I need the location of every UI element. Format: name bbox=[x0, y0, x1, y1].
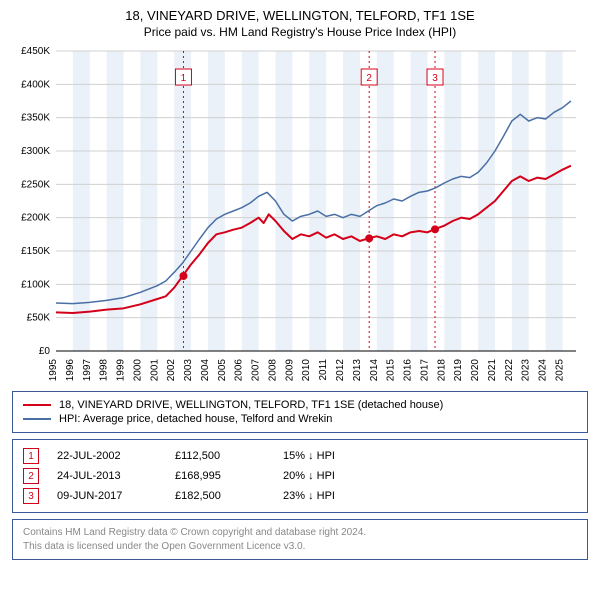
svg-text:1: 1 bbox=[181, 73, 187, 84]
svg-text:1995: 1995 bbox=[48, 359, 59, 382]
svg-text:2012: 2012 bbox=[335, 359, 346, 382]
svg-text:£0: £0 bbox=[39, 346, 51, 357]
attribution-line: Contains HM Land Registry data © Crown c… bbox=[23, 526, 577, 540]
sale-price: £168,995 bbox=[175, 470, 265, 482]
svg-text:2019: 2019 bbox=[453, 359, 464, 382]
chart-title-block: 18, VINEYARD DRIVE, WELLINGTON, TELFORD,… bbox=[8, 8, 592, 39]
svg-text:£450K: £450K bbox=[21, 46, 50, 57]
svg-text:2008: 2008 bbox=[267, 359, 278, 382]
svg-text:2003: 2003 bbox=[183, 359, 194, 382]
svg-text:£200K: £200K bbox=[21, 213, 50, 224]
svg-text:£300K: £300K bbox=[21, 146, 50, 157]
svg-text:£100K: £100K bbox=[21, 279, 50, 290]
sale-price: £182,500 bbox=[175, 490, 265, 502]
svg-text:1999: 1999 bbox=[116, 359, 127, 382]
legend-swatch bbox=[23, 404, 51, 406]
price-chart: £0 £50K £100K £150K £200K £250K £300K £350K £400… bbox=[8, 43, 592, 383]
svg-text:2002: 2002 bbox=[166, 359, 177, 382]
svg-text:£50K: £50K bbox=[27, 313, 51, 324]
svg-text:2009: 2009 bbox=[284, 359, 295, 382]
svg-text:2022: 2022 bbox=[504, 359, 515, 382]
svg-text:2000: 2000 bbox=[132, 359, 143, 382]
sale-date: 09-JUN-2017 bbox=[57, 490, 157, 502]
svg-text:2011: 2011 bbox=[318, 359, 329, 381]
svg-text:£250K: £250K bbox=[21, 179, 50, 190]
legend-item: 18, VINEYARD DRIVE, WELLINGTON, TELFORD,… bbox=[23, 398, 577, 412]
svg-text:2017: 2017 bbox=[419, 359, 430, 382]
svg-text:2025: 2025 bbox=[554, 359, 565, 382]
svg-text:2018: 2018 bbox=[436, 359, 447, 382]
svg-text:1997: 1997 bbox=[82, 359, 93, 382]
svg-text:£150K: £150K bbox=[21, 246, 50, 257]
svg-text:3: 3 bbox=[432, 73, 438, 84]
svg-text:2015: 2015 bbox=[386, 359, 397, 382]
chart-title: 18, VINEYARD DRIVE, WELLINGTON, TELFORD,… bbox=[8, 8, 592, 23]
sale-date: 24-JUL-2013 bbox=[57, 470, 157, 482]
attribution-line: This data is licensed under the Open Gov… bbox=[23, 540, 577, 554]
svg-text:2004: 2004 bbox=[200, 359, 211, 382]
svg-text:2021: 2021 bbox=[487, 359, 498, 382]
chart-subtitle: Price paid vs. HM Land Registry's House … bbox=[8, 25, 592, 39]
legend: 18, VINEYARD DRIVE, WELLINGTON, TELFORD,… bbox=[12, 391, 588, 433]
sale-row: 3 09-JUN-2017 £182,500 23% ↓ HPI bbox=[23, 486, 577, 506]
svg-text:£350K: £350K bbox=[21, 113, 50, 124]
svg-text:2: 2 bbox=[366, 73, 372, 84]
svg-text:2013: 2013 bbox=[352, 359, 363, 382]
legend-swatch bbox=[23, 418, 51, 420]
svg-text:2001: 2001 bbox=[149, 359, 160, 382]
legend-label: 18, VINEYARD DRIVE, WELLINGTON, TELFORD,… bbox=[59, 399, 443, 411]
svg-text:2007: 2007 bbox=[251, 359, 262, 382]
svg-text:2010: 2010 bbox=[301, 359, 312, 382]
svg-text:1996: 1996 bbox=[65, 359, 76, 382]
data-attribution: Contains HM Land Registry data © Crown c… bbox=[12, 519, 588, 560]
svg-text:1998: 1998 bbox=[99, 359, 110, 382]
sales-table: 1 22-JUL-2002 £112,500 15% ↓ HPI 2 24-JUL-201… bbox=[12, 439, 588, 513]
sale-row: 2 24-JUL-2013 £168,995 20% ↓ HPI bbox=[23, 466, 577, 486]
sale-date: 22-JUL-2002 bbox=[57, 450, 157, 462]
svg-text:2023: 2023 bbox=[521, 359, 532, 382]
svg-text:2006: 2006 bbox=[234, 359, 245, 382]
svg-text:2014: 2014 bbox=[369, 359, 380, 382]
sale-price: £112,500 bbox=[175, 450, 265, 462]
legend-label: HPI: Average price, detached house, Telf… bbox=[59, 413, 332, 425]
svg-text:£400K: £400K bbox=[21, 79, 50, 90]
sale-hpi-diff: 15% ↓ HPI bbox=[283, 450, 335, 462]
sale-hpi-diff: 20% ↓ HPI bbox=[283, 470, 335, 482]
chart-area: £0 £50K £100K £150K £200K £250K £300K £350K £400… bbox=[8, 43, 592, 383]
svg-text:2005: 2005 bbox=[217, 359, 228, 382]
svg-text:2020: 2020 bbox=[470, 359, 481, 382]
svg-text:2016: 2016 bbox=[403, 359, 414, 382]
sale-hpi-diff: 23% ↓ HPI bbox=[283, 490, 335, 502]
sale-marker-badge: 3 bbox=[23, 488, 39, 504]
sale-marker-badge: 2 bbox=[23, 468, 39, 484]
legend-item: HPI: Average price, detached house, Telf… bbox=[23, 412, 577, 426]
sale-row: 1 22-JUL-2002 £112,500 15% ↓ HPI bbox=[23, 446, 577, 466]
sale-marker-badge: 1 bbox=[23, 448, 39, 464]
svg-text:2024: 2024 bbox=[538, 359, 549, 382]
